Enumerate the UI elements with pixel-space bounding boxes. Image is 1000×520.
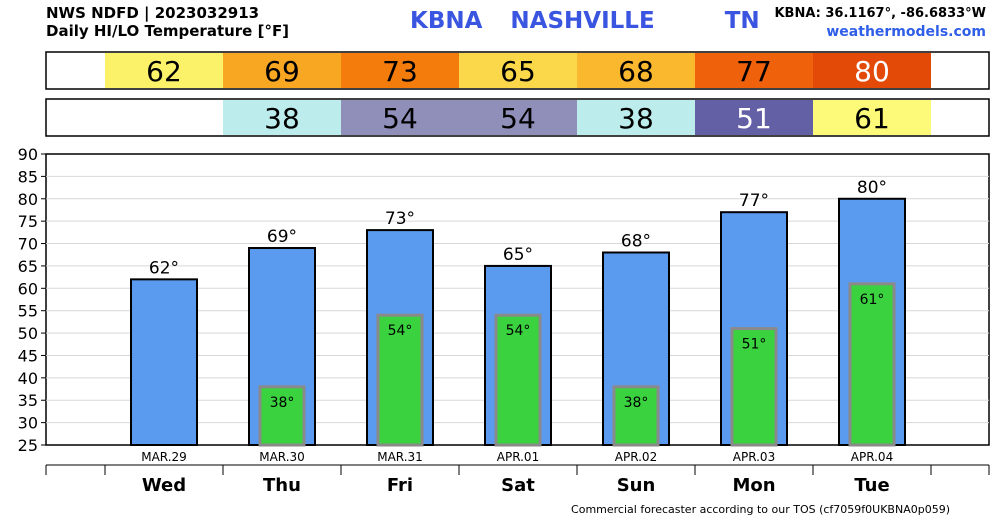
y-tick-label: 85 <box>18 167 38 186</box>
chart-title-line2: Daily HI/LO Temperature [°F] <box>46 22 290 40</box>
low-temp-bar <box>612 385 660 447</box>
chart-title-line1: NWS NDFD | 2023032913 <box>46 4 260 22</box>
low-temp-label: 38° <box>270 395 295 411</box>
y-tick-label: 30 <box>18 414 38 433</box>
day-label: Sat <box>501 475 535 496</box>
high-temp-bar <box>130 278 198 446</box>
low-temp-bar <box>730 327 778 447</box>
hi-row-value: 77 <box>736 55 772 88</box>
y-tick-label: 35 <box>18 391 38 410</box>
lo-row-value: 54 <box>500 102 536 135</box>
lo-row-cell <box>813 100 931 135</box>
lo-row-cell <box>695 100 813 135</box>
low-temp-label: 51° <box>742 337 767 353</box>
date-label: MAR.30 <box>259 450 305 464</box>
low-temp-bar <box>258 385 306 447</box>
date-label: MAR.29 <box>141 450 187 464</box>
y-tick-label: 40 <box>18 369 38 388</box>
lo-row-value: 38 <box>618 102 654 135</box>
day-label: Fri <box>387 475 413 496</box>
day-label: Tue <box>854 475 889 496</box>
hi-row-value: 65 <box>500 55 536 88</box>
site-link[interactable]: weathermodels.com <box>826 24 986 40</box>
hi-row-value: 62 <box>146 55 182 88</box>
y-tick-label: 75 <box>18 212 38 231</box>
lo-row-value: 51 <box>736 102 772 135</box>
low-temp-label: 54° <box>388 323 413 339</box>
lo-row-cell <box>577 100 695 135</box>
hi-row-cell <box>459 53 577 88</box>
date-label: MAR.31 <box>377 450 423 464</box>
hi-row-cell <box>105 53 223 88</box>
lo-row-value: 38 <box>264 102 300 135</box>
lo-row-value: 54 <box>382 102 418 135</box>
low-temp-label: 38° <box>624 395 649 411</box>
day-label: Thu <box>263 475 301 496</box>
y-tick-label: 65 <box>18 257 38 276</box>
low-temp-bar <box>848 282 896 447</box>
high-temp-label: 73° <box>385 209 415 229</box>
high-temp-label: 62° <box>149 258 179 278</box>
hi-row-value: 73 <box>382 55 418 88</box>
hi-row-value: 69 <box>264 55 300 88</box>
date-label: APR.03 <box>733 450 775 464</box>
y-tick-label: 50 <box>18 324 38 343</box>
hi-row-cell <box>695 53 813 88</box>
day-label: Wed <box>142 475 186 496</box>
hi-row-cell <box>341 53 459 88</box>
high-temp-label: 77° <box>739 191 769 211</box>
hi-row-cell <box>223 53 341 88</box>
lo-row-value: 61 <box>854 102 890 135</box>
high-temp-label: 65° <box>503 245 533 265</box>
y-tick-label: 45 <box>18 346 38 365</box>
lo-row-cell <box>341 100 459 135</box>
low-temp-bar <box>494 313 542 447</box>
date-label: APR.02 <box>615 450 657 464</box>
footer-note: Commercial forecaster according to our T… <box>571 503 950 516</box>
y-tick-label: 60 <box>18 279 38 298</box>
high-temp-label: 69° <box>267 227 297 247</box>
y-tick-label: 70 <box>18 235 38 254</box>
high-temp-label: 68° <box>621 231 651 251</box>
hi-row-cell <box>577 53 695 88</box>
low-temp-label: 61° <box>860 292 885 308</box>
low-temp-label: 54° <box>506 323 531 339</box>
high-temp-label: 80° <box>857 178 887 198</box>
day-label: Sun <box>617 475 656 496</box>
y-tick-label: 80 <box>18 190 38 209</box>
station-coordinates: KBNA: 36.1167°, -86.6833°W <box>774 6 986 21</box>
lo-row-cell <box>223 100 341 135</box>
y-tick-label: 25 <box>18 436 38 455</box>
station-title: KBNA NASHVILLE TN <box>410 8 760 34</box>
y-tick-label: 55 <box>18 302 38 321</box>
hi-row-value: 68 <box>618 55 654 88</box>
y-tick-label: 90 <box>18 145 38 164</box>
hi-row-value: 80 <box>854 55 890 88</box>
low-temp-bar <box>376 313 424 447</box>
hi-row-cell <box>813 53 931 88</box>
day-label: Mon <box>732 475 775 496</box>
date-label: APR.04 <box>851 450 893 464</box>
lo-row-cell <box>459 100 577 135</box>
date-label: APR.01 <box>497 450 539 464</box>
